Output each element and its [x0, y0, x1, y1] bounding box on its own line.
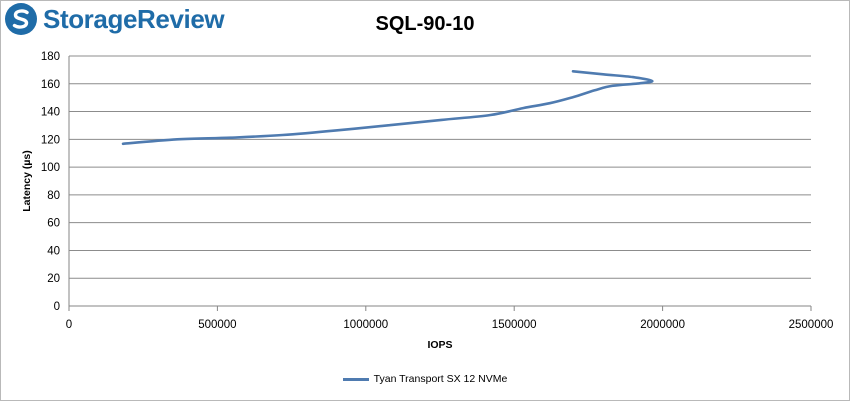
y-tick-label: 40 [47, 245, 60, 257]
brand-name: StorageReview [43, 3, 225, 34]
legend: Tyan Transport SX 12 NVMe [0, 373, 850, 385]
legend-label: Tyan Transport SX 12 NVMe [373, 373, 508, 385]
y-axis-title: Latency (µs) [21, 150, 33, 211]
x-tick-label: 2500000 [789, 319, 834, 331]
y-tick-label: 20 [47, 273, 60, 285]
x-tick-label: 2000000 [640, 319, 685, 331]
gridlines [69, 55, 811, 279]
x-tick-label: 1500000 [492, 319, 537, 331]
legend-swatch [342, 377, 369, 381]
axes [68, 56, 812, 311]
y-tick-label: 140 [41, 107, 60, 119]
y-tick-label: 80 [47, 190, 60, 202]
x-tick-label: 1000000 [343, 319, 388, 331]
storagereview-logo: StorageReview [4, 2, 225, 36]
x-axis-title: IOPS [427, 339, 452, 351]
y-tick-label: 60 [47, 218, 60, 230]
chart-title: SQL-90-10 [375, 13, 475, 35]
y-tick-label: 120 [41, 134, 60, 146]
series-layer [121, 70, 654, 146]
y-tick-label: 160 [41, 79, 60, 91]
x-tick-label: 500000 [198, 319, 236, 331]
y-tick-label: 100 [41, 162, 60, 174]
x-tick-label: 0 [66, 319, 72, 331]
y-tick-label: 0 [54, 301, 60, 313]
x-axis-tick-labels: 0 500000 1000000 1500000 2000000 2500000 [66, 319, 834, 331]
series-line-0 [121, 70, 654, 146]
storagereview-logo-icon [5, 3, 37, 35]
y-axis-tick-labels: 0 20 40 60 80 100 120 140 160 180 [41, 51, 60, 313]
y-tick-label: 180 [41, 51, 60, 63]
